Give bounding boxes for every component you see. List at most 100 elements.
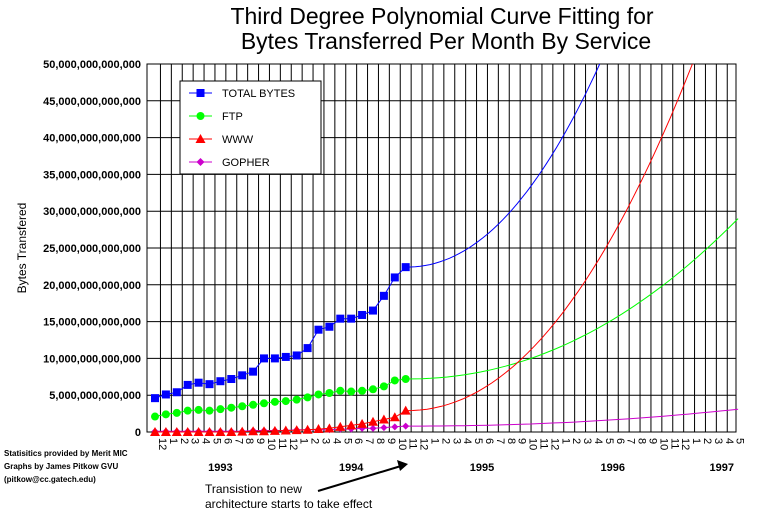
data-point-total-bytes [369,306,377,315]
data-point-www [226,427,237,436]
x-tick-label: 4 [592,438,604,444]
data-point-www [313,424,324,434]
data-point-www [302,424,313,434]
y-tick-label: 35,000,000,000,000 [43,169,141,181]
data-point-total-bytes [292,351,301,360]
x-tick-label: 2 [439,438,451,444]
x-tick-label: 8 [636,438,648,444]
data-point-total-bytes [216,377,225,386]
data-point-ftp [336,386,345,395]
data-point-ftp [260,399,268,408]
data-point-www [259,426,269,436]
annotation-line2: architecture starts to take effect [205,497,373,511]
y-tick-label: 0 [135,427,141,439]
fit-curve-total-bytes [405,63,601,268]
x-tick-label: 4 [200,438,212,444]
x-tick-label: 5 [734,438,746,444]
data-point-gopher [380,424,388,432]
annotation: Transistion to new architecture starts t… [205,460,408,511]
plot-area-frame [146,63,737,433]
data-point-ftp [270,397,279,406]
x-tick-label: 10 [527,438,539,450]
legend-label-ftp: FTP [222,111,243,123]
data-point-www [215,427,226,436]
legend-label-gopher: GOPHER [222,157,270,169]
credit-line-3: (pitkow@cc.gatech.edu) [4,475,96,484]
x-tick-label: 10 [396,438,408,450]
data-point-www [280,425,291,435]
data-point-total-bytes [336,314,345,323]
x-tick-label: 9 [254,438,266,444]
data-point-www [368,416,378,426]
x-tick-label: 1 [167,438,179,444]
legend-marker-gopher [196,158,205,166]
data-point-www [237,426,248,436]
x-tick-label: 4 [723,438,735,444]
credits: Statisitics provided by Merit MIC Graphs… [4,449,128,484]
data-point-total-bytes [390,273,399,282]
data-point-www [150,427,160,436]
data-point-ftp [292,395,301,404]
data-point-total-bytes [151,394,159,403]
annotation-line1: Transistion to new [205,482,302,496]
x-tick-label: 3 [712,438,724,444]
x-tick-label: 5 [341,438,353,444]
data-point-total-bytes [303,344,312,353]
x-tick-label: 5 [472,438,484,444]
credit-line-2: Graphs by James Pitkow GVU [4,462,118,471]
data-point-ftp [238,402,247,411]
data-point-ftp [249,400,258,409]
x-tick-label: 10 [657,438,669,450]
year-label: 1994 [339,462,364,474]
y-axis-label: Bytes Transfered [15,203,29,294]
data-point-total-bytes [194,378,203,387]
data-point-ftp [347,387,356,396]
data-point-total-bytes [401,263,410,272]
x-tick-label: 9 [647,438,659,444]
x-tick-label: 12 [287,438,299,450]
x-tick-label: 12 [418,438,430,450]
x-tick-label: 12 [156,438,168,450]
data-point-total-bytes [260,354,268,363]
fit-curve-ftp [405,218,739,380]
data-point-total-bytes [205,380,214,389]
data-point-total-bytes [379,291,388,300]
data-point-ftp [161,410,170,419]
data-point-ftp [216,405,225,414]
x-tick-label: 6 [221,438,233,444]
data-point-www [324,423,335,433]
y-axis-tick-labels: 0 5,000,000,000,000 10,000,000,000,000 15,0… [43,59,141,439]
x-tick-label: 5 [211,438,223,444]
x-tick-label: 11 [538,438,550,449]
x-tick-label: 2 [570,438,582,444]
x-tick-label: 7 [625,438,637,444]
x-tick-label: 9 [516,438,528,444]
legend-marker-ftp [196,112,205,120]
x-axis-year-labels: 1993 1994 1995 1996 1997 [208,462,734,474]
data-point-total-bytes [172,388,181,397]
data-point-www [346,420,357,430]
data-point-ftp [358,386,367,395]
x-tick-label: 3 [450,438,462,444]
y-tick-label: 15,000,000,000,000 [43,317,141,329]
x-tick-label: 7 [232,438,244,444]
data-point-gopher [391,423,399,431]
data-point-total-bytes [325,322,334,331]
annotation-arrow-shaft [317,465,402,492]
y-tick-label: 45,000,000,000,000 [43,96,141,108]
data-point-ftp [172,408,181,417]
data-point-total-bytes [183,380,192,389]
x-tick-label: 4 [461,438,473,444]
data-point-ftp [369,385,377,394]
data-point-total-bytes [249,367,258,376]
year-label: 1996 [601,462,625,474]
x-tick-label: 3 [581,438,593,444]
legend-label-www: WWW [222,134,254,146]
data-point-www [182,427,193,436]
chart-title-line1: Third Degree Polynomial Curve Fitting fo… [230,3,653,29]
x-tick-label: 8 [243,438,255,444]
data-point-ftp [151,412,159,421]
fit-curve-www [405,63,693,412]
x-tick-label: 2 [309,438,321,444]
